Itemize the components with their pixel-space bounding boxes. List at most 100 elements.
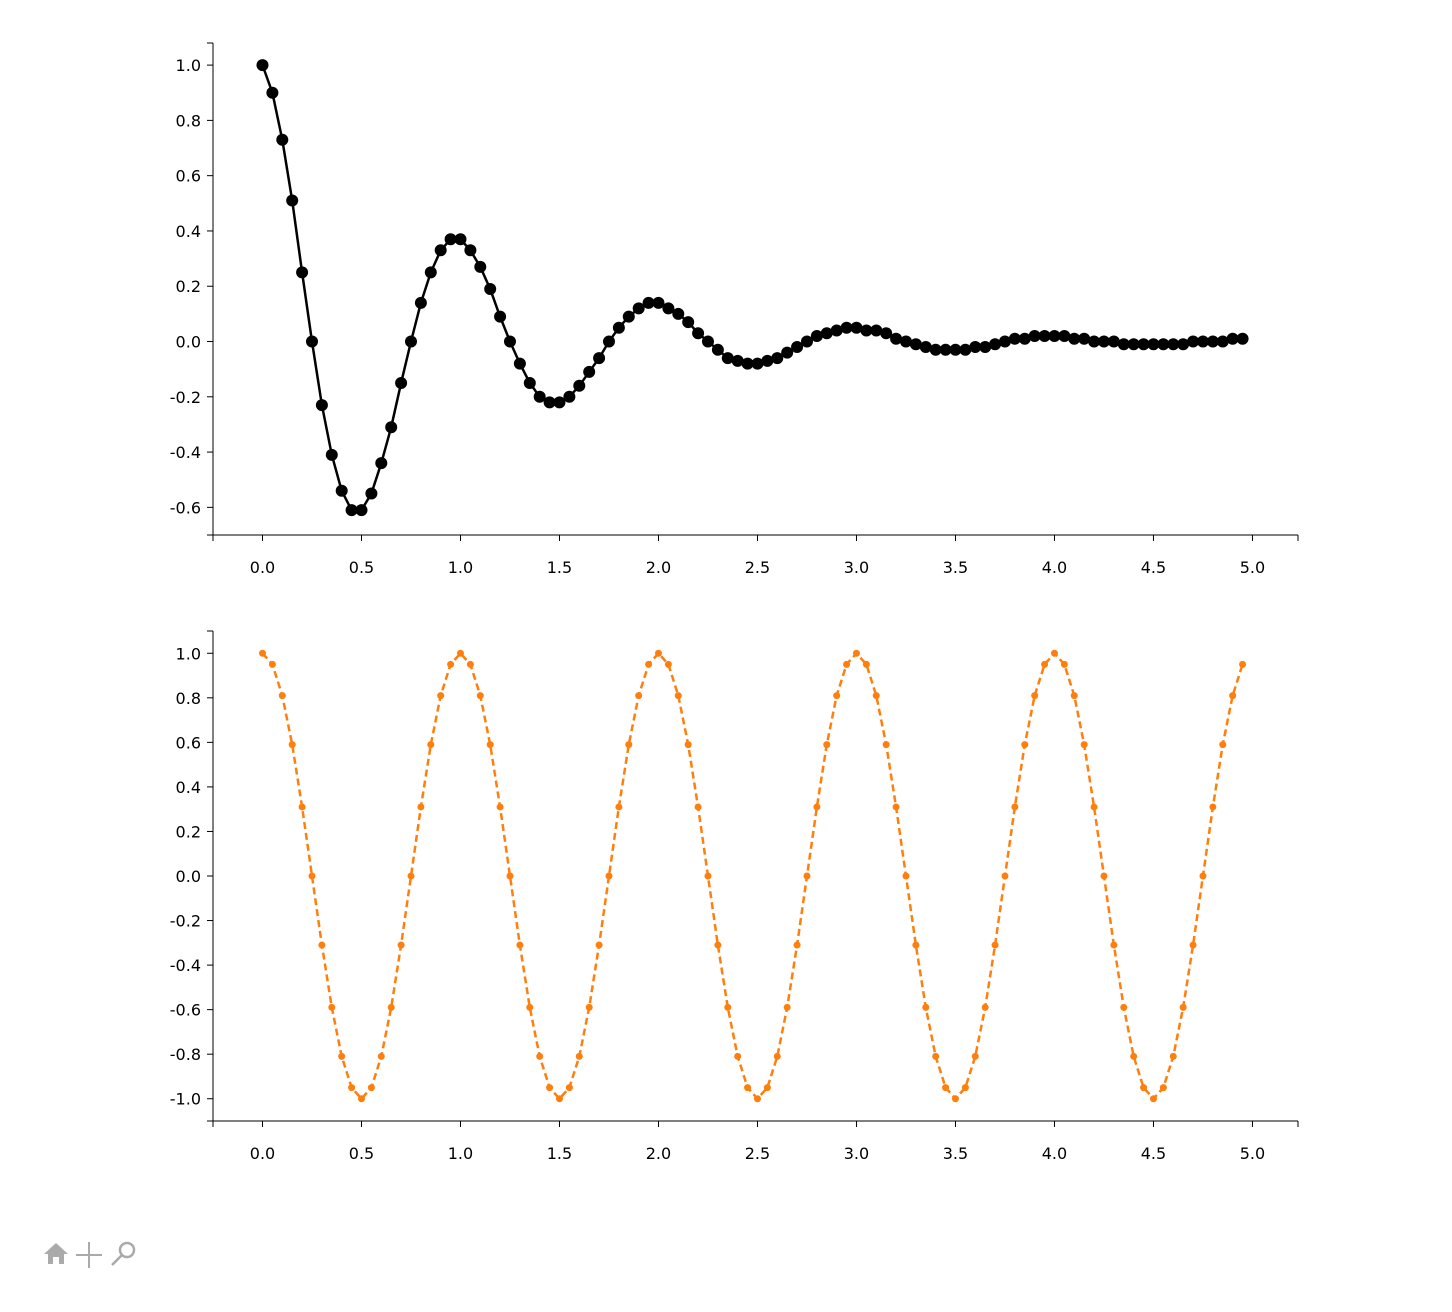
y-tick-label: 1.0 xyxy=(176,644,201,663)
point xyxy=(1219,741,1227,749)
point xyxy=(365,487,378,500)
y-tick-label: 0.8 xyxy=(176,111,201,130)
x-tick-label: 0.5 xyxy=(349,1144,374,1163)
point xyxy=(682,316,695,329)
point xyxy=(367,1084,375,1092)
point xyxy=(635,692,643,700)
point xyxy=(751,357,764,370)
point xyxy=(1060,660,1068,668)
point xyxy=(622,310,635,323)
point xyxy=(305,335,318,348)
point xyxy=(387,1003,395,1011)
point xyxy=(563,390,576,403)
point xyxy=(632,302,645,315)
point xyxy=(803,872,811,880)
point xyxy=(843,660,851,668)
point xyxy=(553,396,566,409)
point xyxy=(417,803,425,811)
point xyxy=(909,338,922,351)
point xyxy=(357,1095,365,1103)
point xyxy=(773,1052,781,1060)
x-tick-label: 2.5 xyxy=(745,1144,770,1163)
x-tick-label: 2.0 xyxy=(646,1144,671,1163)
y-tick-label: -0.2 xyxy=(170,912,201,931)
pan-button[interactable] xyxy=(76,1242,102,1268)
point xyxy=(1117,338,1130,351)
point xyxy=(771,352,784,365)
point xyxy=(949,343,962,356)
point xyxy=(1038,329,1051,342)
point xyxy=(1216,335,1229,348)
point xyxy=(474,260,487,273)
y-tick-label: 0.0 xyxy=(176,867,201,886)
point xyxy=(1031,692,1039,700)
point xyxy=(1187,335,1200,348)
point xyxy=(674,692,682,700)
point xyxy=(899,335,912,348)
point xyxy=(1206,335,1219,348)
point xyxy=(516,941,524,949)
point xyxy=(513,357,526,370)
point xyxy=(1177,338,1190,351)
x-tick-label: 4.0 xyxy=(1042,558,1067,577)
point xyxy=(1226,332,1239,345)
point xyxy=(565,1084,573,1092)
point xyxy=(810,329,823,342)
toolbar[interactable] xyxy=(44,1241,136,1268)
point xyxy=(662,302,675,315)
point xyxy=(464,244,477,257)
point xyxy=(454,233,467,246)
point xyxy=(721,352,734,365)
point xyxy=(256,59,269,72)
home-button[interactable] xyxy=(44,1243,68,1264)
y-tick-label: 0.6 xyxy=(176,167,201,186)
point xyxy=(1068,332,1081,345)
point xyxy=(870,324,883,337)
point xyxy=(593,352,606,365)
point xyxy=(575,1052,583,1060)
point xyxy=(278,692,286,700)
point xyxy=(424,266,437,279)
point xyxy=(989,338,1002,351)
x-tick-label: 3.0 xyxy=(844,558,869,577)
point xyxy=(296,266,309,279)
point xyxy=(615,803,623,811)
y-tick-label: 0.6 xyxy=(176,733,201,752)
point xyxy=(456,649,464,657)
y-tick-label: 0.2 xyxy=(176,277,201,296)
point xyxy=(1048,329,1061,342)
x-tick-label: 3.5 xyxy=(943,1144,968,1163)
x-tick-label: 1.5 xyxy=(547,1144,572,1163)
point xyxy=(922,1003,930,1011)
point xyxy=(258,649,266,657)
y-tick-label: -0.4 xyxy=(170,443,201,462)
x-tick-label: 5.0 xyxy=(1240,558,1265,577)
point xyxy=(395,376,408,389)
point xyxy=(753,1095,761,1103)
point xyxy=(325,448,338,461)
point xyxy=(672,307,685,320)
point xyxy=(335,484,348,497)
point xyxy=(298,803,306,811)
point xyxy=(813,803,821,811)
y-tick-label: 1.0 xyxy=(176,56,201,75)
point xyxy=(1239,660,1247,668)
point xyxy=(494,310,507,323)
point xyxy=(523,376,536,389)
x-tick-label: 2.0 xyxy=(646,558,671,577)
point xyxy=(781,346,794,359)
point xyxy=(1236,332,1249,345)
point xyxy=(860,324,873,337)
point xyxy=(1018,332,1031,345)
point xyxy=(1097,335,1110,348)
x-tick-label: 2.5 xyxy=(745,558,770,577)
point xyxy=(1100,872,1108,880)
point xyxy=(1209,803,1217,811)
point xyxy=(1127,338,1140,351)
point xyxy=(1008,332,1021,345)
zoom-button[interactable] xyxy=(111,1241,136,1266)
point xyxy=(434,244,447,257)
y-tick-label: -0.8 xyxy=(170,1045,201,1064)
point xyxy=(385,421,398,434)
point xyxy=(602,335,615,348)
